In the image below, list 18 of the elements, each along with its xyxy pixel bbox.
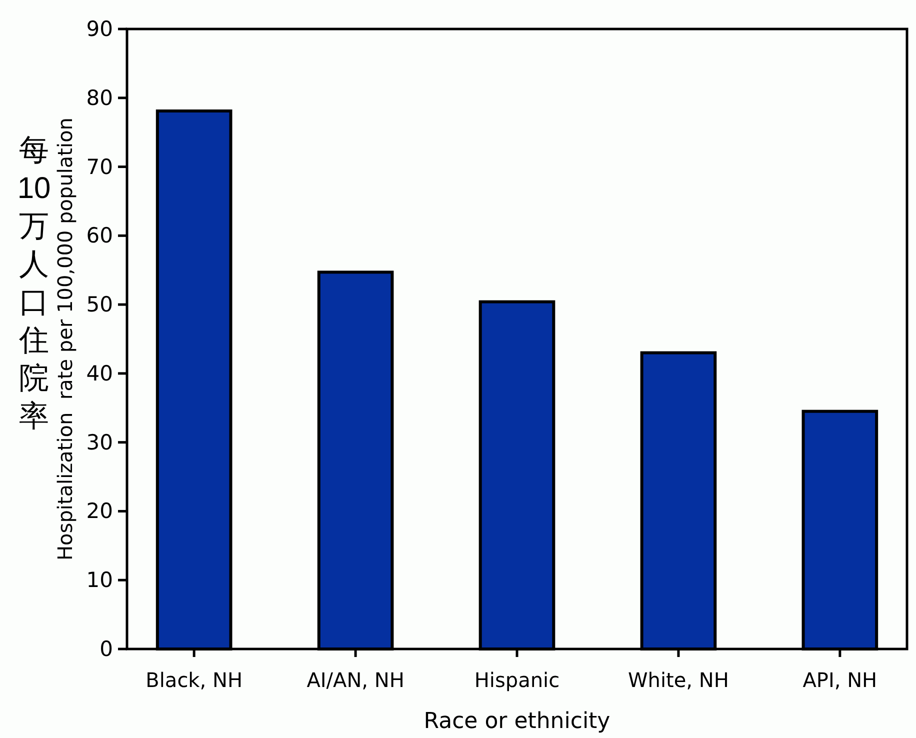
y-tick-label: 20	[86, 499, 113, 524]
x-tick-label: AI/AN, NH	[306, 668, 404, 692]
y-tick-label: 60	[86, 224, 113, 248]
y-axis-title: Hospitalization rate per 100,000 population	[53, 118, 77, 560]
y-tick-label: 0	[100, 637, 113, 661]
y-tick-label: 50	[86, 292, 113, 317]
y-tick-label: 70	[86, 154, 113, 179]
y-tick-label: 10	[86, 568, 113, 592]
x-tick-label: Black, NH	[146, 668, 242, 692]
x-tick-label: Hispanic	[474, 668, 560, 692]
y-tick-label: 80	[86, 86, 113, 110]
text: 每10万人口住院率	[17, 134, 51, 433]
x-tick-label: White, NH	[628, 668, 729, 692]
y-tick-label: 40	[86, 361, 113, 386]
x-axis-title: Race or ethnicity	[424, 709, 610, 734]
y-tick-label: 90	[86, 17, 113, 41]
y-tick-label: 30	[86, 430, 113, 454]
x-tick-label: API, NH	[802, 668, 878, 692]
